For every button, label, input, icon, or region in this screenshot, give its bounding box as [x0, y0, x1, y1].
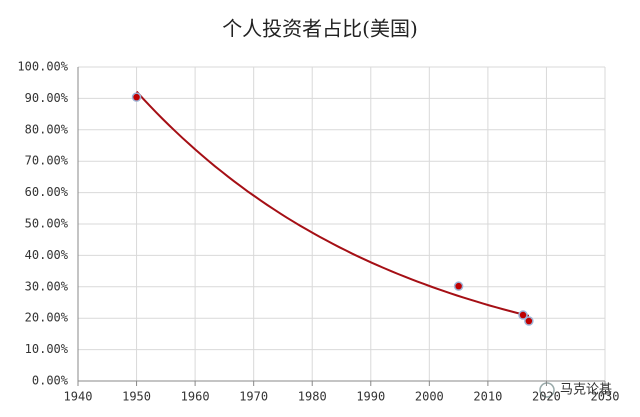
y-tick-label: 80.00%	[25, 122, 69, 136]
y-tick-label: 100.00%	[17, 60, 68, 74]
point	[524, 316, 534, 326]
y-tick-label: 10.00%	[25, 342, 69, 356]
watermark: 马克论基	[560, 383, 612, 398]
y-tick-label: 20.00%	[25, 311, 69, 325]
watermark-icon	[539, 382, 555, 398]
y-tick-label: 60.00%	[25, 185, 69, 199]
x-tick-label: 1950	[122, 390, 151, 404]
x-tick-label: 1960	[181, 390, 210, 404]
x-tick-label: 1970	[239, 390, 268, 404]
y-tick-label: 0.00%	[32, 374, 69, 388]
y-tick-label: 50.00%	[25, 217, 69, 231]
x-tick-label: 2000	[415, 390, 444, 404]
y-tick-label: 40.00%	[25, 248, 69, 262]
y-tick-label: 70.00%	[25, 154, 69, 168]
x-tick-label: 1980	[298, 390, 327, 404]
x-tick-label: 1940	[64, 390, 93, 404]
point	[518, 310, 528, 320]
trendline	[135, 90, 530, 317]
y-tick-label: 90.00%	[25, 91, 69, 105]
x-tick-label: 2010	[473, 390, 502, 404]
x-tick-label: 2020	[532, 390, 561, 404]
x-tick-label: 1990	[356, 390, 385, 404]
point	[131, 92, 142, 102]
x-tick-label: 2030	[591, 390, 620, 404]
y-tick-label: 30.00%	[25, 279, 69, 293]
chart-title: 个人投资者占比(美国)	[222, 17, 418, 41]
point	[453, 281, 464, 291]
